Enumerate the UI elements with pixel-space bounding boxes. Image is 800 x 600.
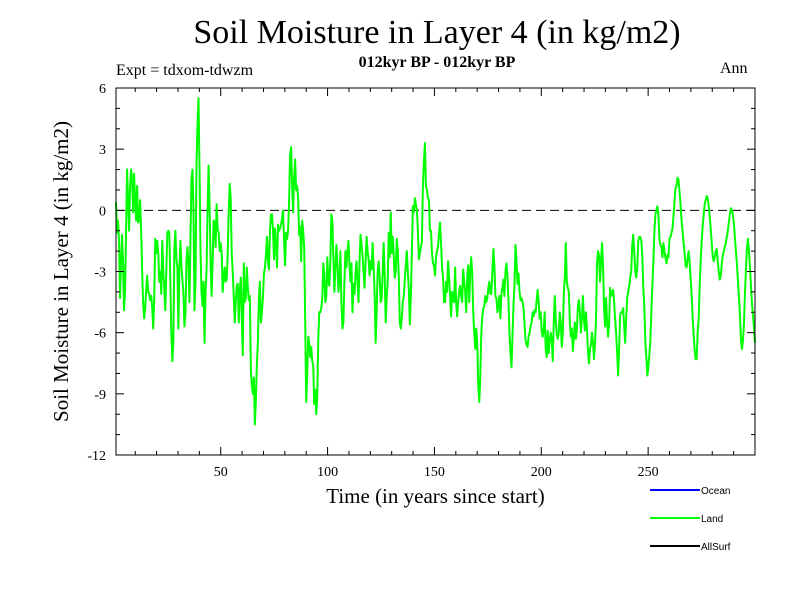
- y-tick-label: 0: [99, 204, 106, 219]
- y-tick-label: -12: [87, 449, 106, 464]
- x-tick-label: 200: [531, 465, 552, 480]
- period-label: Ann: [720, 60, 748, 77]
- x-tick-label: 100: [317, 465, 338, 480]
- x-axis-label: Time (in years since start): [326, 484, 545, 508]
- experiment-label: Expt = tdxom-tdwzm: [116, 62, 254, 79]
- x-tick-label: 50: [214, 465, 228, 480]
- x-tick-label: 250: [638, 465, 659, 480]
- legend-label-land: Land: [701, 514, 723, 525]
- y-tick-label: -6: [94, 327, 106, 342]
- x-tick-label: 150: [424, 465, 445, 480]
- legend-label-ocean: Ocean: [701, 486, 730, 497]
- y-tick-label: -3: [94, 266, 106, 281]
- y-axis-label: Soil Moisture in Layer 4 (in kg/m2): [49, 121, 73, 422]
- series-line-land: [115, 97, 756, 426]
- chart-title: Soil Moisture in Layer 4 (in kg/m2): [193, 14, 681, 51]
- chart-subtitle: 012kyr BP - 012kyr BP: [358, 54, 516, 71]
- y-tick-label: 6: [99, 82, 106, 97]
- y-tick-label: -9: [94, 388, 106, 403]
- legend-label-allsurf: AllSurf: [701, 542, 731, 553]
- y-tick-label: 3: [99, 143, 106, 158]
